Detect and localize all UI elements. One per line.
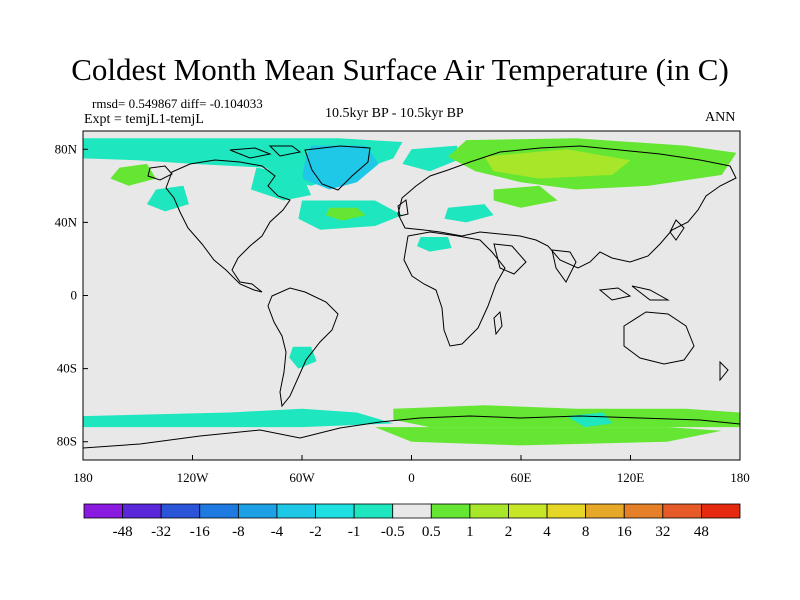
y-tick-label: 0	[71, 288, 78, 303]
colorbar-label: -16	[190, 524, 210, 540]
anomaly-region-10	[110, 163, 156, 186]
colorbar-label: 1	[466, 524, 474, 540]
colorbar-swatch	[585, 503, 625, 519]
x-tick-label: 180	[73, 470, 93, 485]
anomaly-region-5	[402, 145, 458, 172]
colorbar-label: -0.5	[381, 524, 405, 540]
colorbar-label: -8	[232, 524, 245, 540]
anomaly-region-11	[146, 185, 189, 212]
chart-title: Coldest Month Mean Surface Air Temperatu…	[71, 52, 729, 87]
x-tick-label: 120E	[617, 470, 645, 485]
colorbar-label: 2	[505, 524, 513, 540]
x-tick-label: 60W	[289, 470, 315, 485]
anomaly-region-12	[417, 237, 452, 252]
colorbar-label: -1	[348, 524, 361, 540]
colorbar-swatch	[623, 503, 664, 519]
y-tick-label: 80S	[57, 434, 77, 449]
colorbar-label: -48	[113, 524, 133, 540]
x-tick-label: 0	[408, 470, 415, 485]
colorbar-swatch	[353, 503, 394, 519]
colorbar-swatch	[469, 503, 509, 519]
rmsd-diff-text: rmsd= 0.549867 diff= -0.104033	[92, 96, 263, 111]
colorbar-label: 32	[655, 524, 670, 540]
anomaly-region-13	[289, 346, 317, 369]
colorbar-label: 4	[543, 524, 551, 540]
y-tick-label: 40S	[57, 361, 77, 376]
expt-text: Expt = temjL1-temjL	[84, 112, 204, 127]
anomaly-region-7	[484, 149, 631, 179]
colorbar-swatch	[199, 503, 239, 519]
colorbar-swatch	[276, 503, 316, 519]
x-axis: 180 120W 60W 0 60E 120E 180	[73, 455, 750, 485]
x-tick-label: 60E	[511, 470, 532, 485]
anomaly-region-4	[250, 167, 312, 201]
anomaly-region-9	[444, 204, 494, 223]
colorbar-label: 8	[582, 524, 590, 540]
period-text: 10.5kyr BP - 10.5kyr BP	[325, 106, 464, 121]
colorbar-swatch	[662, 503, 702, 519]
colorbar-swatch	[122, 503, 162, 519]
y-tick-label: 40N	[55, 214, 78, 229]
colorbar-label: 48	[694, 524, 709, 540]
colorbar-label: 16	[617, 524, 633, 540]
colorbar-swatch	[508, 503, 548, 519]
anomaly-region-16	[375, 427, 722, 446]
anomaly-region-14	[83, 408, 394, 428]
colorbar-label: -32	[151, 524, 171, 540]
colorbar-swatch	[392, 503, 432, 519]
colorbar-swatch	[430, 503, 471, 519]
colorbar-label: -2	[309, 524, 322, 540]
colorbar-swatch	[701, 503, 741, 519]
season-text: ANN	[705, 110, 736, 125]
colorbar-label: 0.5	[422, 524, 441, 540]
colorbar: -48 -32 -16 -8 -4 -2 -1 -0.5 0.5 1 2 4 8 16 32 48	[83, 503, 741, 540]
x-tick-label: 180	[730, 470, 750, 485]
colorbar-swatch	[546, 503, 587, 519]
colorbar-label: -4	[271, 524, 284, 540]
y-axis: 80N 40N 0 40S 80S	[55, 141, 88, 449]
anomaly-region-3	[325, 207, 366, 221]
anomaly-region-8	[493, 185, 558, 208]
colorbar-swatch	[315, 503, 355, 519]
x-tick-label: 120W	[177, 470, 210, 485]
y-tick-label: 80N	[55, 141, 78, 156]
coastlines	[83, 145, 740, 449]
anomaly-region-1	[302, 145, 379, 190]
colorbar-swatch	[237, 503, 278, 519]
colorbar-swatch	[160, 503, 201, 519]
colorbar-swatch	[83, 503, 123, 519]
